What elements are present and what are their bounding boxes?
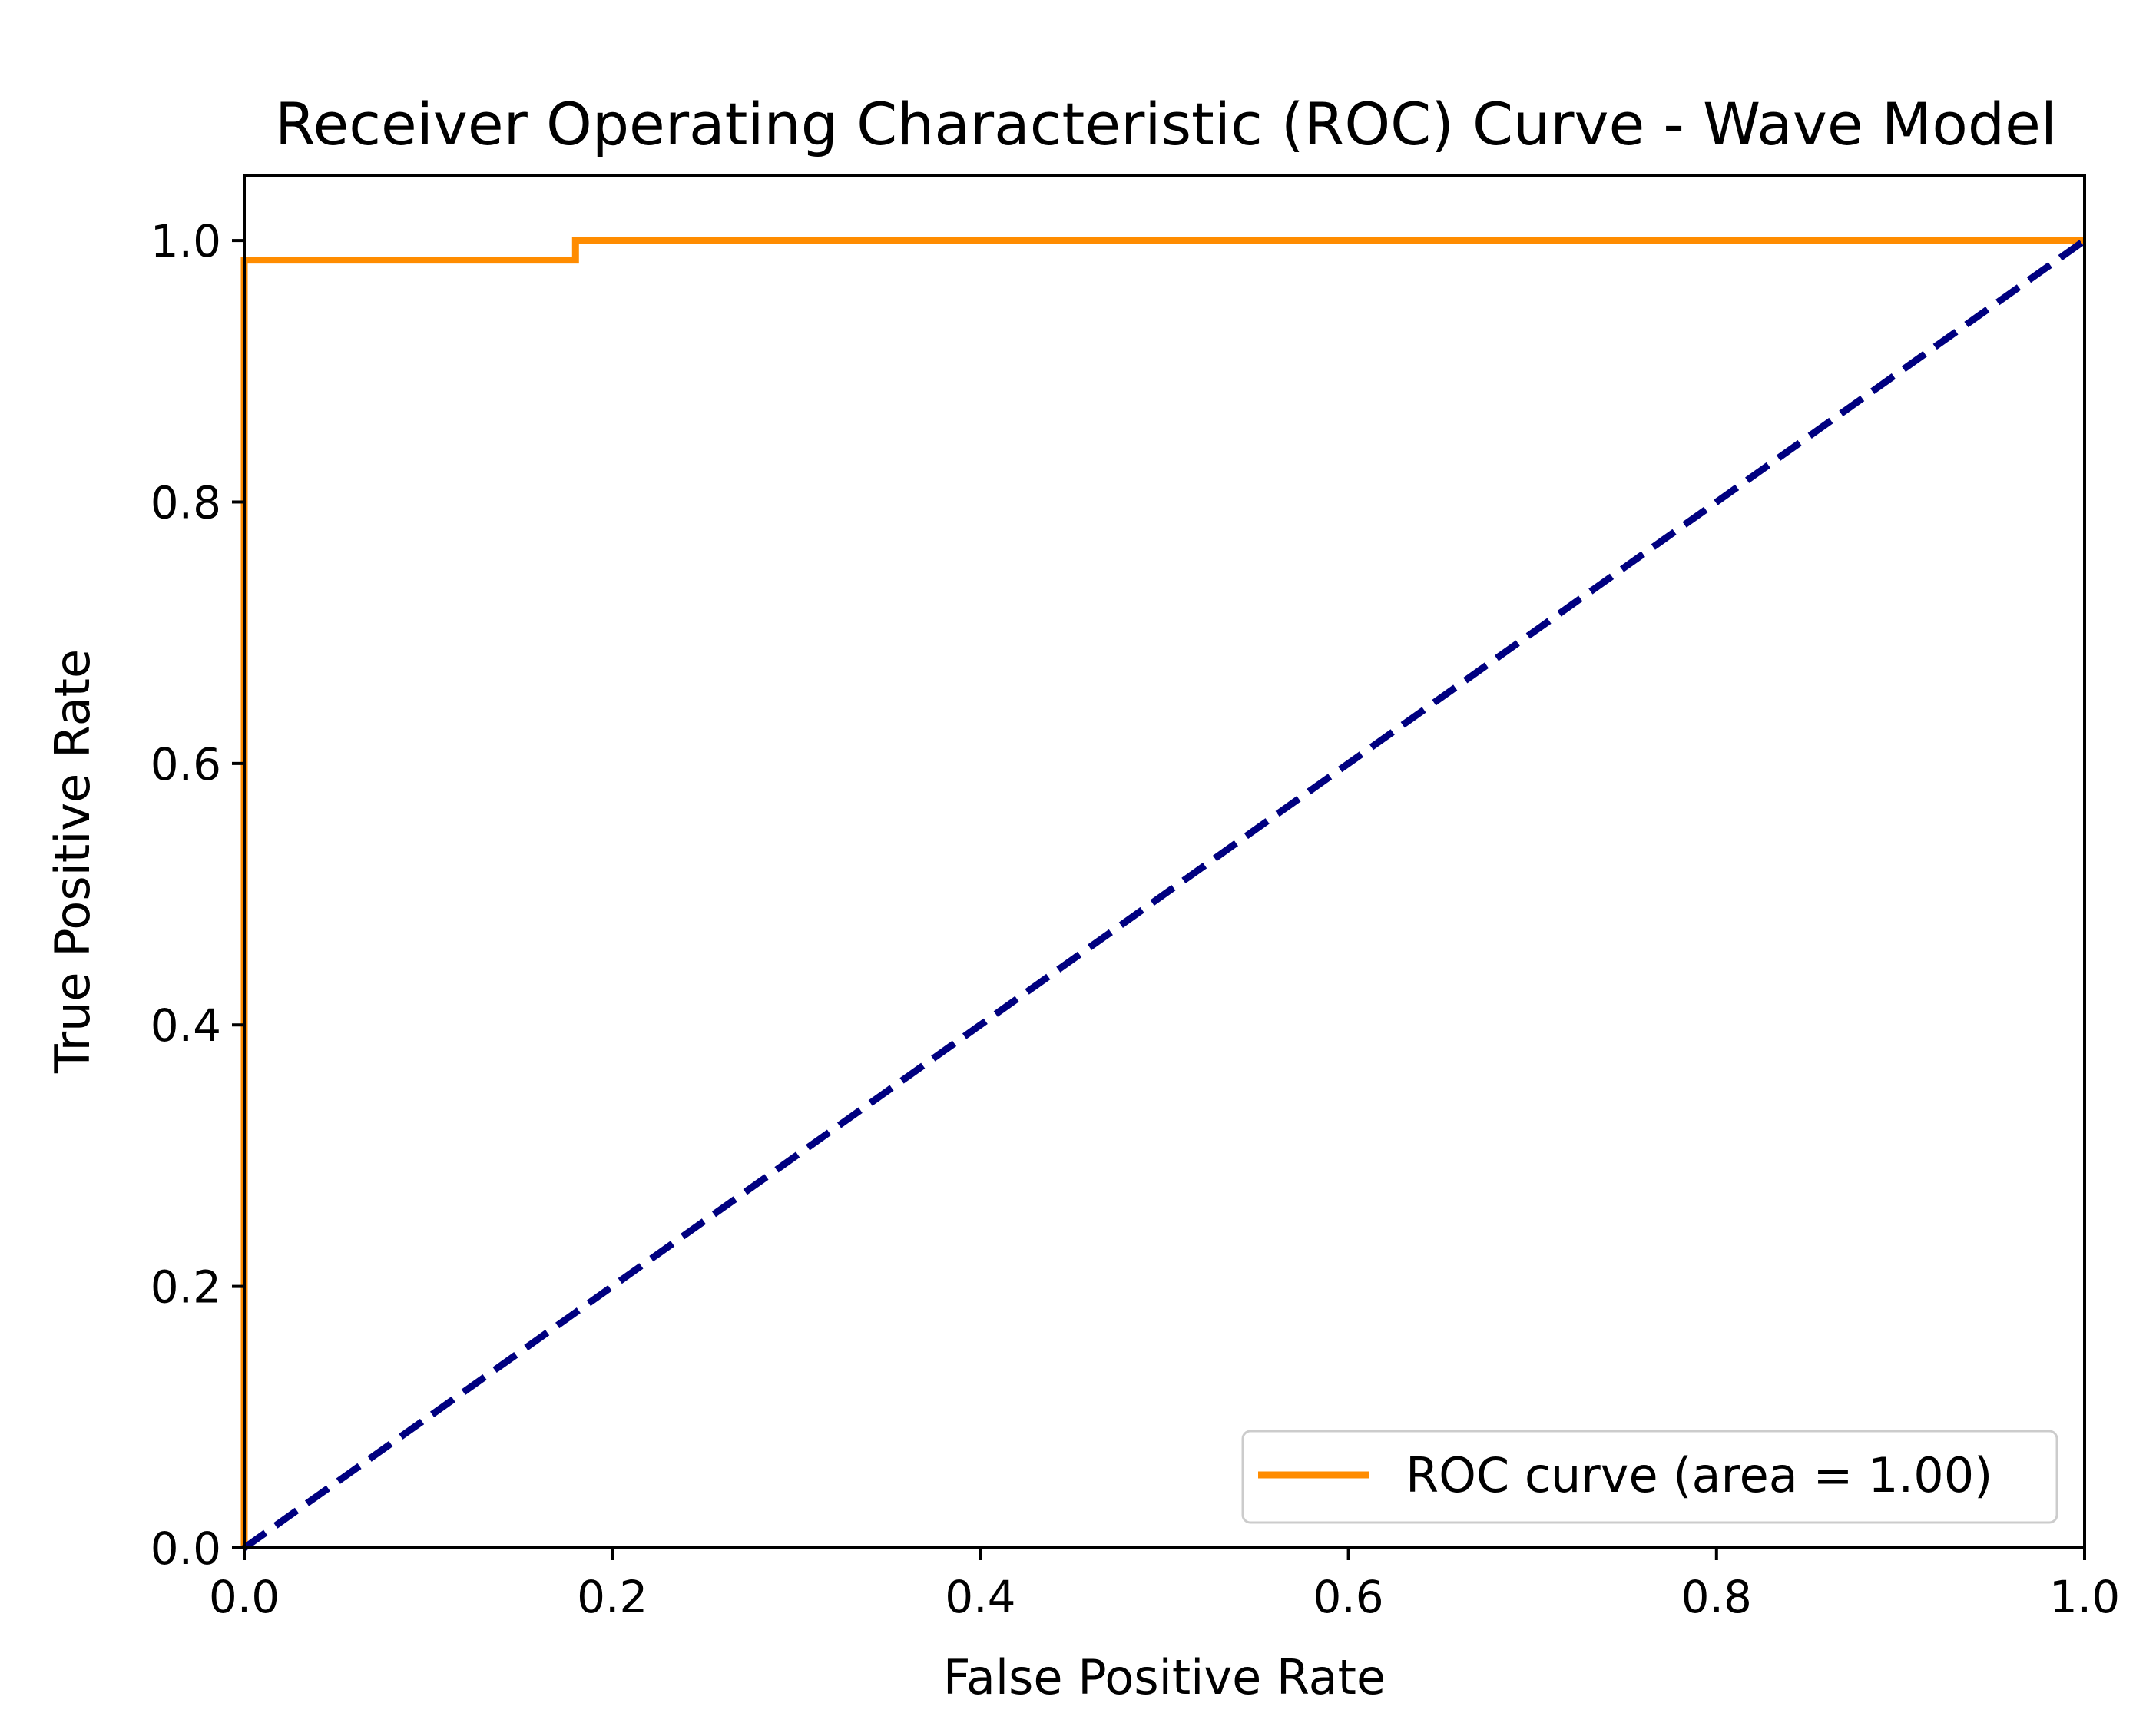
y-tick-label: 0.6 — [151, 738, 221, 790]
plot-area-frame — [243, 174, 2086, 1549]
chance-diagonal-line — [242, 237, 2087, 1551]
x-axis-label: False Positive Rate — [943, 1649, 1386, 1705]
legend-label-roc: ROC curve (area = 1.00) — [1406, 1447, 1992, 1503]
legend-box — [1241, 1430, 2058, 1524]
y-tick-label: 1.0 — [151, 215, 221, 267]
x-tick-label: 0.0 — [209, 1571, 280, 1623]
y-axis-ticks: 0.0 0.2 0.4 0.6 0.8 1.0 — [151, 215, 244, 1575]
y-axis-label: True Positive Rate — [45, 649, 101, 1074]
y-tick-label: 0.4 — [151, 999, 221, 1052]
x-tick-label: 0.4 — [945, 1571, 1015, 1623]
x-tick-label: 0.8 — [1681, 1571, 1752, 1623]
y-tick-label: 0.2 — [151, 1261, 221, 1314]
x-tick-label: 0.2 — [577, 1571, 647, 1623]
legend: ROC curve (area = 1.00) — [1241, 1430, 2058, 1524]
x-tick-label: 0.6 — [1313, 1571, 1383, 1623]
y-tick-label: 0.0 — [151, 1523, 221, 1575]
y-tick-label: 0.8 — [151, 476, 221, 529]
chart-title: Receiver Operating Characteristic (ROC) … — [275, 90, 2057, 158]
x-axis-ticks: 0.0 0.2 0.4 0.6 0.8 1.0 — [209, 1548, 2120, 1623]
x-tick-label: 1.0 — [2049, 1571, 2120, 1623]
